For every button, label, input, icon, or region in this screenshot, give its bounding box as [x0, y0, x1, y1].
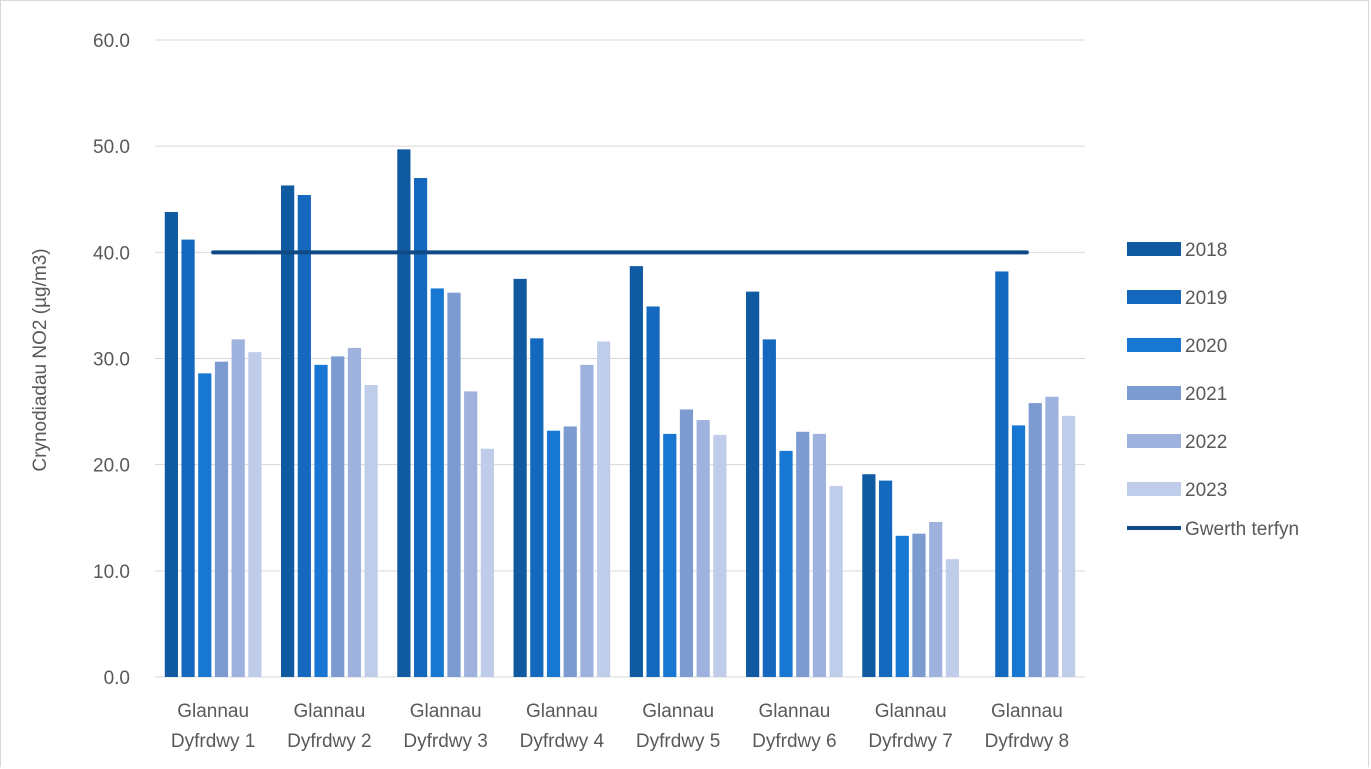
bar-2020-cat-6	[779, 450, 793, 677]
bar-2019-cat-6	[762, 339, 776, 677]
x-category-label: Glannau	[177, 701, 249, 722]
bar-2021-cat-1	[214, 361, 229, 677]
bar-2020-cat-2	[314, 364, 328, 677]
bar-2021-cat-3	[447, 292, 461, 677]
legend-swatch-2018	[1127, 242, 1181, 256]
legend-label: 2023	[1185, 480, 1227, 501]
x-category-label: Dyfrdwy 1	[171, 731, 255, 752]
y-tick-label: 40.0	[93, 243, 130, 264]
bar-2021-cat-4	[563, 426, 577, 677]
bar-2019-cat-7	[878, 480, 893, 677]
legend: 2018 2019 2020 2021 2022 2023 Gwerth terfyn	[1127, 240, 1299, 540]
bar-2021-cat-8	[1028, 403, 1042, 677]
x-category-label: Glannau	[642, 701, 714, 722]
bar-2022-cat-5	[696, 420, 710, 677]
y-axis-label: Crynodiadau NO2 (µg/m3)	[30, 248, 51, 471]
bar-2018-cat-6	[746, 291, 760, 677]
bar-2018-cat-2	[281, 185, 295, 677]
bar-2023-cat-6	[829, 485, 843, 677]
legend-swatch-2019	[1127, 290, 1181, 304]
x-axis-categories: Glannau Dyfrdwy 1 Glannau Dyfrdwy 2 Glannau D…	[171, 701, 1069, 752]
bar-2023-cat-2	[364, 385, 378, 677]
y-tick-label: 10.0	[93, 562, 130, 583]
legend-label: 2018	[1185, 240, 1227, 261]
bar-2018-cat-5	[629, 266, 643, 677]
x-category-label: Glannau	[410, 701, 482, 722]
x-category-label: Glannau	[758, 701, 830, 722]
gridlines	[155, 39, 1085, 678]
bar-2022-cat-2	[347, 347, 362, 677]
legend-swatch-2020	[1127, 338, 1181, 352]
y-tick-label: 0.0	[104, 668, 130, 689]
bar-2022-cat-6	[812, 433, 827, 677]
legend-label: Gwerth terfyn	[1185, 519, 1299, 540]
legend-swatch-2023	[1127, 482, 1181, 496]
bar-2020-cat-5	[663, 433, 677, 677]
bar-2022-cat-1	[231, 339, 245, 677]
bar-2018-cat-1	[164, 211, 178, 678]
bar-2023-cat-7	[945, 559, 959, 677]
legend-swatch-2021	[1127, 386, 1181, 400]
x-category-label: Dyfrdwy 8	[985, 731, 1069, 752]
legend-label: 2019	[1185, 288, 1227, 309]
bar-2018-cat-3	[397, 149, 411, 677]
x-category-label: Glannau	[875, 701, 947, 722]
bar-2021-cat-2	[331, 356, 345, 677]
bar-2021-cat-5	[679, 409, 694, 677]
bar-2018-cat-7	[862, 474, 876, 677]
bar-2019-cat-5	[646, 306, 660, 677]
bar-2019-cat-2	[297, 195, 311, 677]
legend-label: 2020	[1185, 336, 1227, 357]
bar-2020-cat-1	[198, 373, 212, 677]
bar-2021-cat-7	[912, 533, 926, 677]
bar-2019-cat-1	[181, 239, 195, 678]
legend-label: 2021	[1185, 384, 1227, 405]
bar-2023-cat-1	[248, 352, 262, 677]
y-tick-label: 60.0	[93, 31, 130, 52]
bar-2022-cat-4	[580, 364, 594, 677]
x-category-label: Glannau	[526, 701, 598, 722]
bar-2019-cat-4	[530, 338, 544, 677]
bar-2019-cat-3	[413, 178, 428, 677]
bar-2020-cat-4	[546, 430, 561, 677]
bar-2022-cat-7	[929, 521, 943, 677]
bar-2023-cat-3	[480, 448, 494, 677]
bar-2023-cat-4	[597, 341, 611, 677]
x-category-label: Dyfrdwy 3	[403, 731, 487, 752]
bar-2022-cat-8	[1045, 396, 1059, 677]
bar-2020-cat-3	[430, 288, 444, 677]
x-category-label: Dyfrdwy 4	[520, 731, 605, 752]
bar-2023-cat-8	[1062, 415, 1076, 677]
bar-2019-cat-8	[995, 271, 1009, 677]
legend-label: 2022	[1185, 432, 1227, 453]
x-category-label: Glannau	[991, 701, 1063, 722]
bar-2020-cat-8	[1011, 425, 1026, 677]
bar-2020-cat-7	[895, 535, 909, 677]
y-tick-label: 30.0	[93, 350, 130, 371]
y-tick-label: 50.0	[93, 137, 130, 158]
x-category-label: Dyfrdwy 6	[752, 731, 836, 752]
x-category-label: Dyfrdwy 7	[868, 731, 952, 752]
y-tick-label: 20.0	[93, 456, 130, 477]
bar-2021-cat-6	[796, 431, 810, 677]
legend-swatch-2022	[1127, 434, 1181, 448]
x-category-label: Glannau	[293, 701, 365, 722]
x-category-label: Dyfrdwy 5	[636, 731, 720, 752]
bar-2023-cat-5	[713, 434, 727, 677]
bars	[164, 149, 1076, 678]
bar-2022-cat-3	[464, 391, 478, 677]
bar-2018-cat-4	[513, 278, 527, 677]
y-axis-ticks: 0.0 10.0 20.0 30.0 40.0 50.0 60.0	[93, 31, 130, 689]
x-category-label: Dyfrdwy 2	[287, 731, 371, 752]
